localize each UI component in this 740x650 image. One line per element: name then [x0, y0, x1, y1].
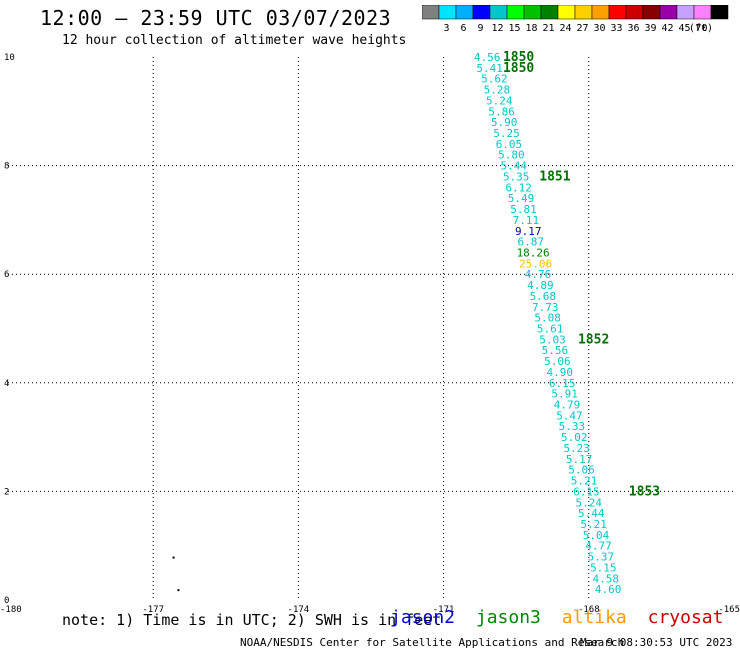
y-tick-label: 10	[4, 53, 15, 63]
y-tick-label: 0	[4, 596, 9, 606]
wave-height-point: 5.17	[566, 453, 593, 466]
chart-subtitle: 12 hour collection of altimeter wave hei…	[62, 33, 407, 48]
chart-title: 12:00 – 23:59 UTC 03/07/2023	[40, 6, 392, 30]
wave-height-point: 5.35	[503, 170, 530, 183]
wave-height-point: 5.21	[571, 475, 598, 488]
time-label: 1852	[578, 332, 609, 347]
wave-height-point: 5.68	[530, 290, 557, 303]
colorbar-label: 12	[491, 23, 503, 34]
colorbar-label: 21	[542, 23, 554, 34]
wave-height-point: 4.79	[554, 399, 581, 412]
time-label: 1850	[503, 61, 534, 76]
wave-height-point: 5.61	[537, 323, 564, 336]
wave-height-point: 7.73	[532, 301, 559, 314]
wave-height-point: 5.91	[551, 388, 578, 401]
time-label: 1853	[629, 484, 660, 499]
wave-height-point: 25.06	[519, 257, 552, 270]
footnote: note: 1) Time is in UTC; 2) SWH is in fe…	[62, 611, 442, 629]
wave-height-point: 5.02	[561, 431, 588, 444]
satellite-legend: jason2 jason3 altika cryosat s3a	[390, 607, 740, 628]
y-tick-label: 8	[4, 162, 9, 172]
colorbar-unit: (ft)	[689, 23, 713, 34]
wave-height-point: 4.58	[592, 572, 619, 585]
wave-height-point: 5.44	[501, 160, 528, 173]
credit-text: NOAA/NESDIS Center for Satellite Applica…	[240, 636, 625, 649]
wave-height-point: 4.77	[585, 540, 612, 553]
wave-height-point: 4.89	[527, 279, 554, 292]
colorbar-label: 15	[508, 23, 520, 34]
wave-height-point: 5.49	[508, 192, 535, 205]
wave-height-point: 5.90	[491, 116, 518, 129]
wave-height-point: 6.15	[549, 377, 576, 390]
wave-height-point: 5.06	[568, 464, 595, 477]
x-tick-label: -171	[433, 605, 455, 615]
wave-height-point: 5.23	[563, 442, 590, 455]
colorbar-label: 9	[477, 23, 483, 34]
wave-height-point: 5.86	[488, 105, 515, 118]
wave-height-point: 4.60	[595, 583, 622, 596]
wave-height-point: 18.26	[517, 246, 550, 259]
wave-height-point: 5.80	[498, 149, 525, 162]
satellite-altika: altika	[561, 607, 627, 628]
satellite-jason3: jason3	[475, 607, 541, 628]
colorbar-label: 33	[610, 23, 622, 34]
colorbar-label: 24	[559, 23, 571, 34]
colorbar-label: 30	[593, 23, 605, 34]
wave-height-point: 5.04	[583, 529, 610, 542]
colorbar-label: 3	[443, 23, 449, 34]
wave-height-point: 5.56	[542, 344, 569, 357]
wave-height-point: 4.56	[474, 51, 501, 64]
wave-height-point: 5.15	[590, 561, 617, 574]
wave-height-point: 5.06	[544, 355, 571, 368]
wave-height-point: 5.24	[486, 94, 513, 107]
wave-height-point: 5.33	[559, 420, 586, 433]
wave-height-point: 5.47	[556, 409, 583, 422]
satellite-cryosat: cryosat	[647, 607, 724, 628]
time-label: 1851	[539, 169, 570, 184]
wave-height-point: 7.11	[513, 214, 540, 227]
wave-height-point: 4.76	[525, 268, 552, 281]
generated-timestamp: Mar 9 08:30:53 UTC 2023	[580, 636, 733, 649]
wave-height-point: 6.15	[573, 485, 600, 498]
colorbar-label: 18	[525, 23, 537, 34]
wave-height-point: 9.17	[515, 225, 542, 238]
x-tick-label: -180	[0, 605, 22, 615]
wave-height-point: 6.87	[517, 236, 544, 249]
wave-height-point: 6.05	[496, 138, 523, 151]
wave-height-point: 5.81	[510, 203, 537, 216]
colorbar-swatch	[710, 5, 729, 20]
x-tick-label: -174	[288, 605, 310, 615]
colorbar-label: 45	[678, 23, 690, 34]
wave-height-point: 5.25	[493, 127, 520, 140]
wave-height-point: 5.21	[580, 518, 607, 531]
wave-height-point: 5.08	[534, 312, 561, 325]
y-tick-label: 2	[4, 487, 9, 497]
wave-height-point: 5.41	[476, 62, 503, 75]
x-tick-label: -177	[142, 605, 164, 615]
wave-height-point: 5.37	[588, 551, 615, 564]
wave-height-point: 6.12	[505, 181, 532, 194]
wave-height-point: 5.62	[481, 73, 508, 86]
wave-height-point: 4.90	[547, 366, 574, 379]
colorbar-label: 70	[695, 23, 707, 34]
wave-height-point: 5.03	[539, 333, 566, 346]
colorbar-label: 6	[460, 23, 466, 34]
wave-height-point: 5.44	[578, 507, 605, 520]
data-dot	[172, 556, 175, 559]
data-dot	[177, 589, 180, 592]
wave-height-point: 5.24	[576, 496, 603, 509]
x-tick-label: -165	[718, 605, 740, 615]
time-label: 1850	[503, 50, 534, 65]
y-tick-label: 4	[4, 379, 9, 389]
y-tick-label: 6	[4, 270, 9, 280]
colorbar-label: 27	[576, 23, 588, 34]
colorbar-label: 42	[661, 23, 673, 34]
colorbar-label: 36	[627, 23, 639, 34]
x-tick-label: -168	[578, 605, 600, 615]
color-scale-legend: 3 6 9 12 15 18 21 24 27 30 33 36 39 42 45 70(ft)	[422, 5, 729, 34]
colorbar-label: 39	[644, 23, 656, 34]
satellite-jason2: jason2	[390, 607, 456, 628]
wave-height-point: 5.28	[484, 84, 511, 97]
